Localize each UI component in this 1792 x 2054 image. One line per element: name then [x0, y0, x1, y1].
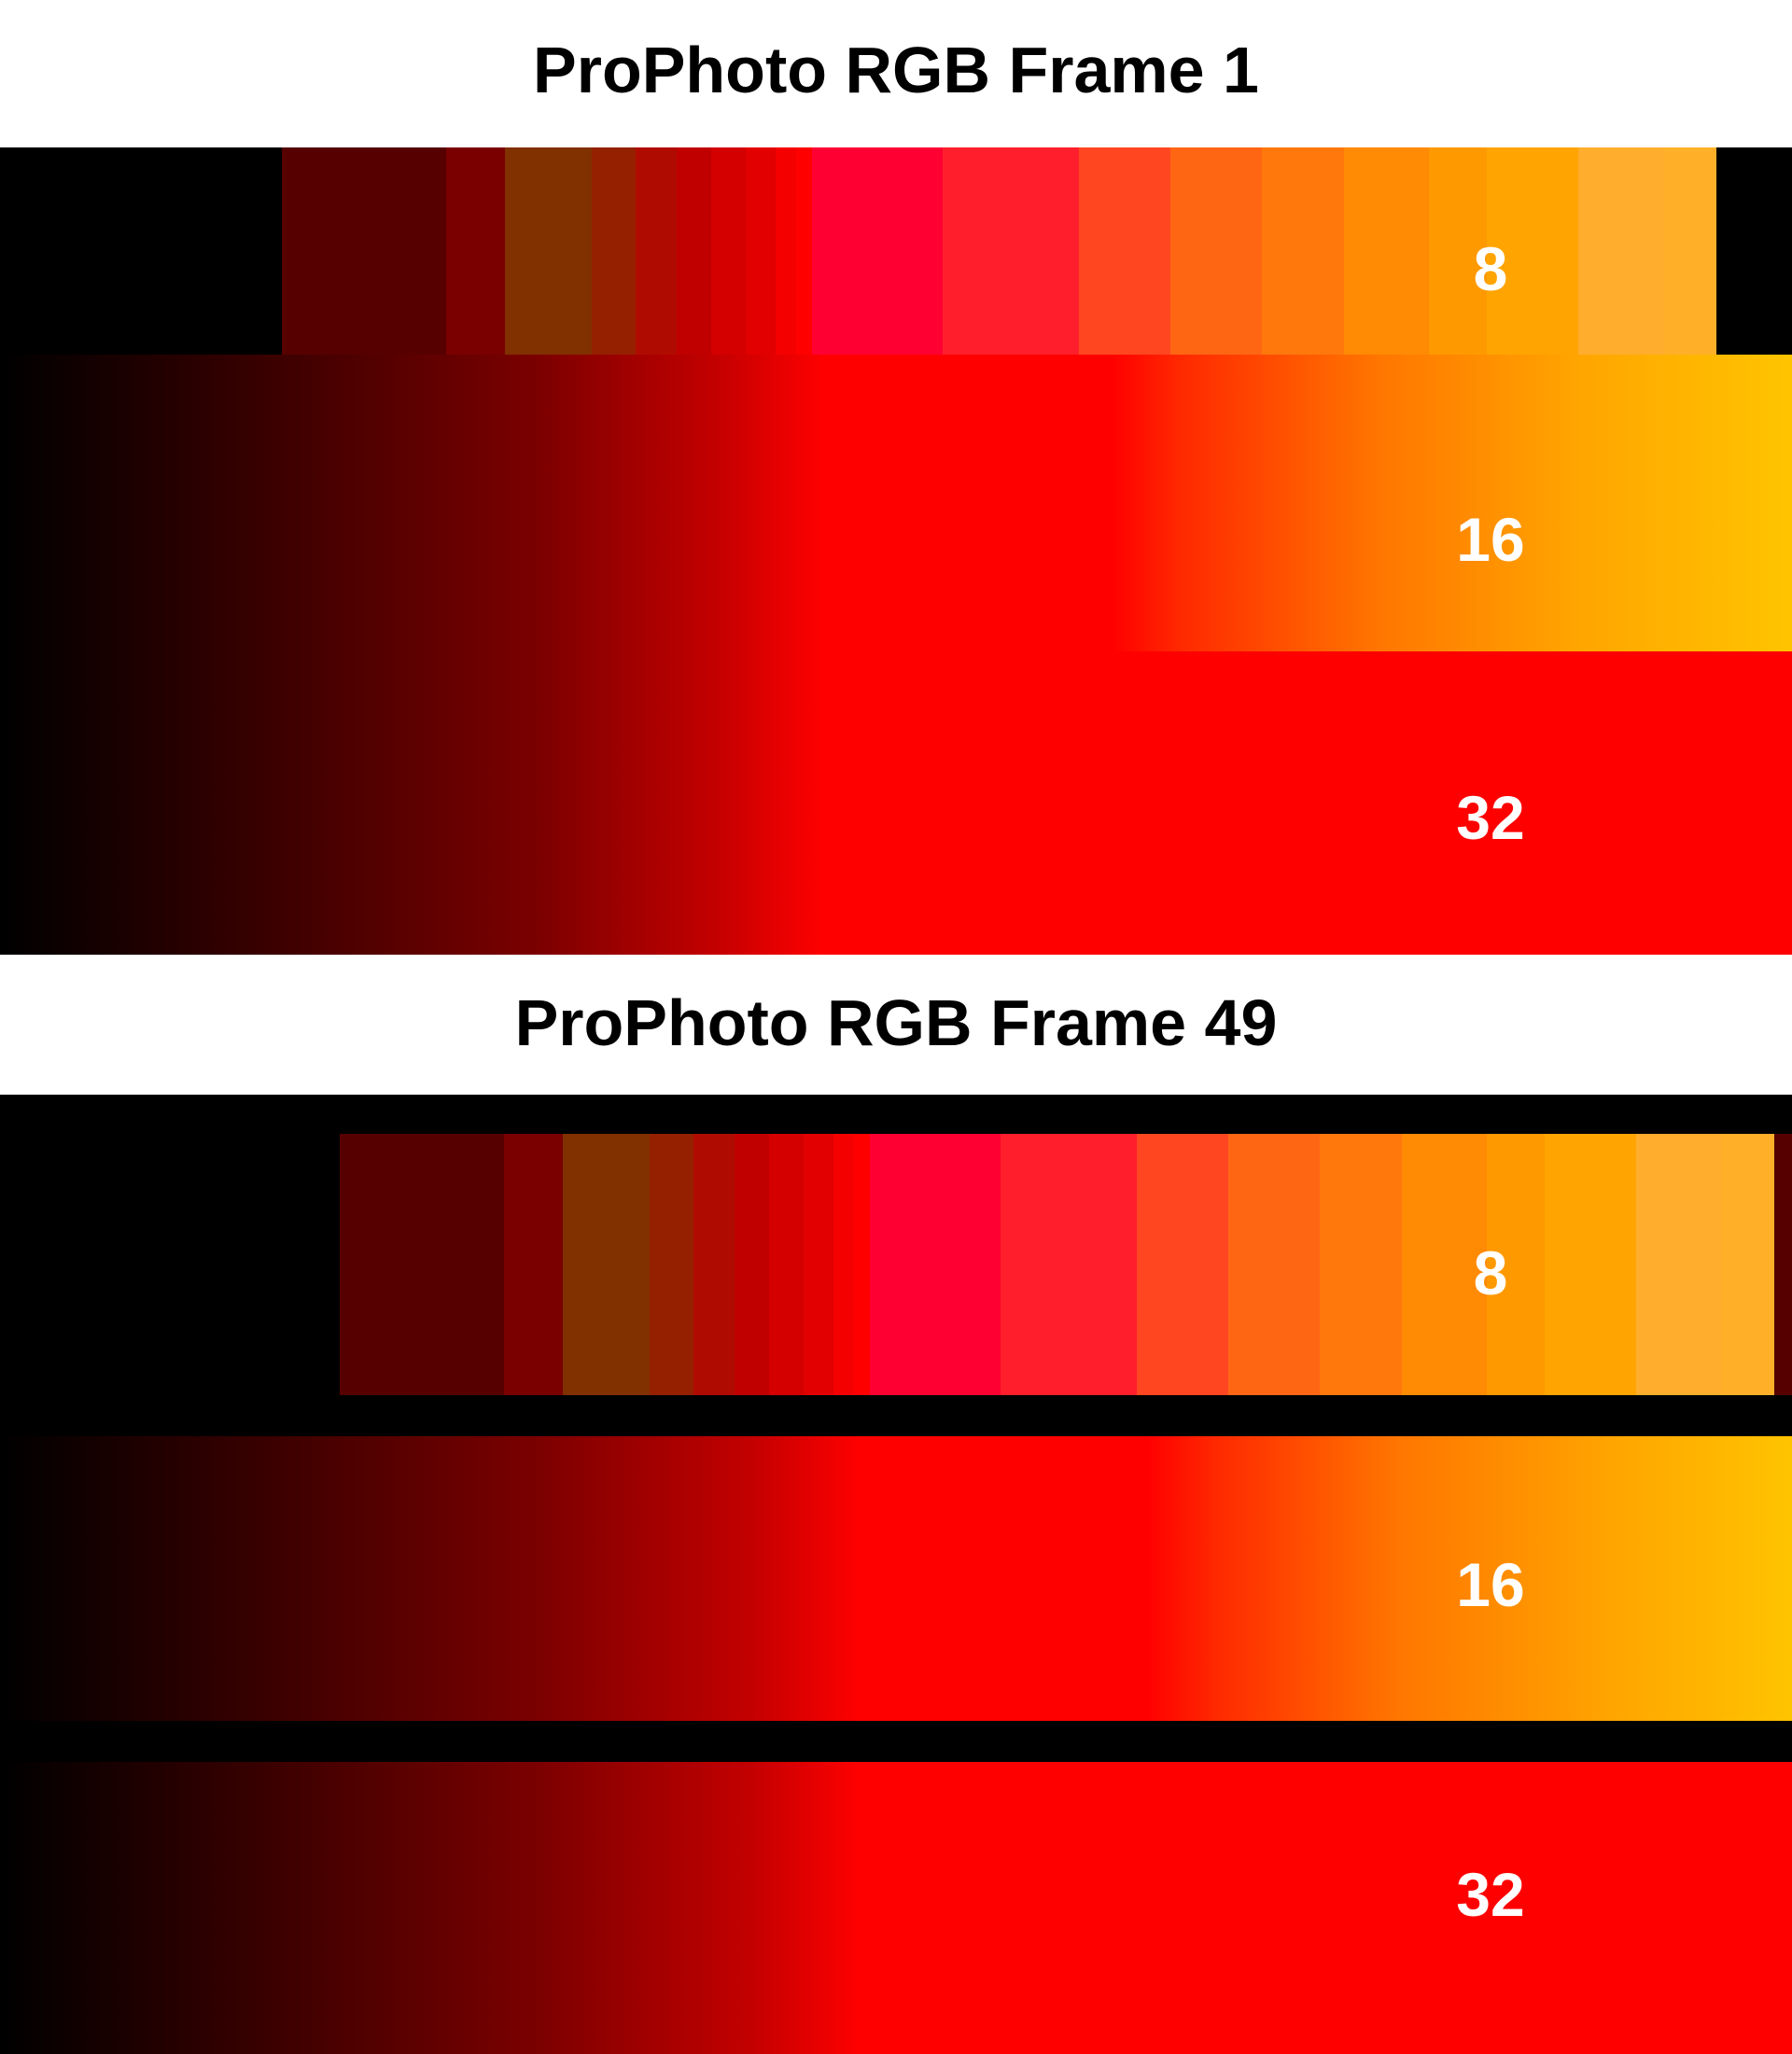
frame-1-8bit-label: 8	[1473, 234, 1508, 303]
frame-1-8bit-band	[1079, 147, 1170, 355]
frame-49-8bit-band	[563, 1134, 650, 1395]
frame-49-8bit-band	[1636, 1134, 1722, 1395]
frame-1-32bit-label: 32	[1456, 783, 1525, 852]
frame-49-panel: 8 16 32	[0, 1095, 1792, 2054]
frame-1-8bit-band	[1716, 147, 1787, 355]
frame-49-8bit-band	[854, 1134, 870, 1395]
frame-1-8bit-band	[943, 147, 1079, 355]
frame-1-8bit-band	[1429, 147, 1487, 355]
frame-49-8bit-band	[1774, 1134, 1792, 1395]
frame-1-8bit-band	[711, 147, 746, 355]
frame-49-8bit-band	[735, 1134, 769, 1395]
frame-1-8bit-band	[812, 147, 943, 355]
frame-1-8bit-band	[746, 147, 776, 355]
frame-49-8bit-band	[693, 1134, 735, 1395]
frame-1-16bit-gradient	[0, 355, 1792, 651]
frame-49-8bit-band	[870, 1134, 1001, 1395]
frame-49-16bit-gradient	[0, 1436, 1792, 1721]
frame-1-8bit-band	[1578, 147, 1664, 355]
frame-1-8bit-band	[1344, 147, 1429, 355]
frame-1-8bit-band	[1487, 147, 1578, 355]
frame-49-32bit-gradient	[0, 1762, 1792, 2054]
frame-49-32bit-label: 32	[1456, 1860, 1525, 1929]
frame-49-title: ProPhoto RGB Frame 49	[514, 986, 1278, 1059]
frame-1-32bit-gradient	[0, 651, 1792, 955]
frame-49-8bit-band	[1320, 1134, 1402, 1395]
frame-49-8bit-label: 8	[1473, 1238, 1508, 1307]
frame-49-8bit-band	[504, 1134, 563, 1395]
frame-1-8bit-band	[446, 147, 505, 355]
frame-1-8bit-band	[1262, 147, 1344, 355]
frame-49-32bit-strip	[0, 1762, 1792, 2054]
frame-49-16bit-strip	[0, 1436, 1792, 1721]
frame-1-8bit-band	[1170, 147, 1262, 355]
frame-1-16bit-label: 16	[1456, 505, 1525, 574]
frame-49-8bit-strip	[340, 1134, 1792, 1395]
frame-49-8bit-band	[1545, 1134, 1636, 1395]
frame-1-8bit-band	[505, 147, 592, 355]
frame-49-8bit-band	[1402, 1134, 1487, 1395]
frame-1-8bit-strip	[0, 147, 1792, 355]
frame-49-8bit-band	[833, 1134, 854, 1395]
frame-49-16bit-label: 16	[1456, 1550, 1525, 1619]
frame-49-8bit-band	[1001, 1134, 1137, 1395]
frame-1-8bit-band	[636, 147, 677, 355]
frame-49-8bit-band	[1228, 1134, 1320, 1395]
frame-49-8bit-band	[1722, 1134, 1774, 1395]
frame-49-8bit-band	[650, 1134, 693, 1395]
frame-49-8bit-band	[1487, 1134, 1545, 1395]
frame-49-8bit-band	[804, 1134, 833, 1395]
frame-49-8bit-band	[340, 1134, 504, 1395]
frame-1-8bit-band	[0, 147, 282, 355]
frame-1-16bit-strip	[0, 355, 1792, 651]
frame-1-panel: 8 16 32	[0, 147, 1792, 955]
frame-1-8bit-band	[1664, 147, 1716, 355]
frame-1-8bit-band	[282, 147, 446, 355]
frame-1-8bit-band	[677, 147, 711, 355]
frame-49-8bit-band	[1137, 1134, 1228, 1395]
frame-1-32bit-strip	[0, 651, 1792, 955]
frame-1-8bit-band	[796, 147, 812, 355]
frame-1-8bit-band	[776, 147, 796, 355]
frame-49-8bit-band	[769, 1134, 804, 1395]
frame-1-8bit-band	[592, 147, 636, 355]
frame-1-title: ProPhoto RGB Frame 1	[533, 34, 1259, 106]
